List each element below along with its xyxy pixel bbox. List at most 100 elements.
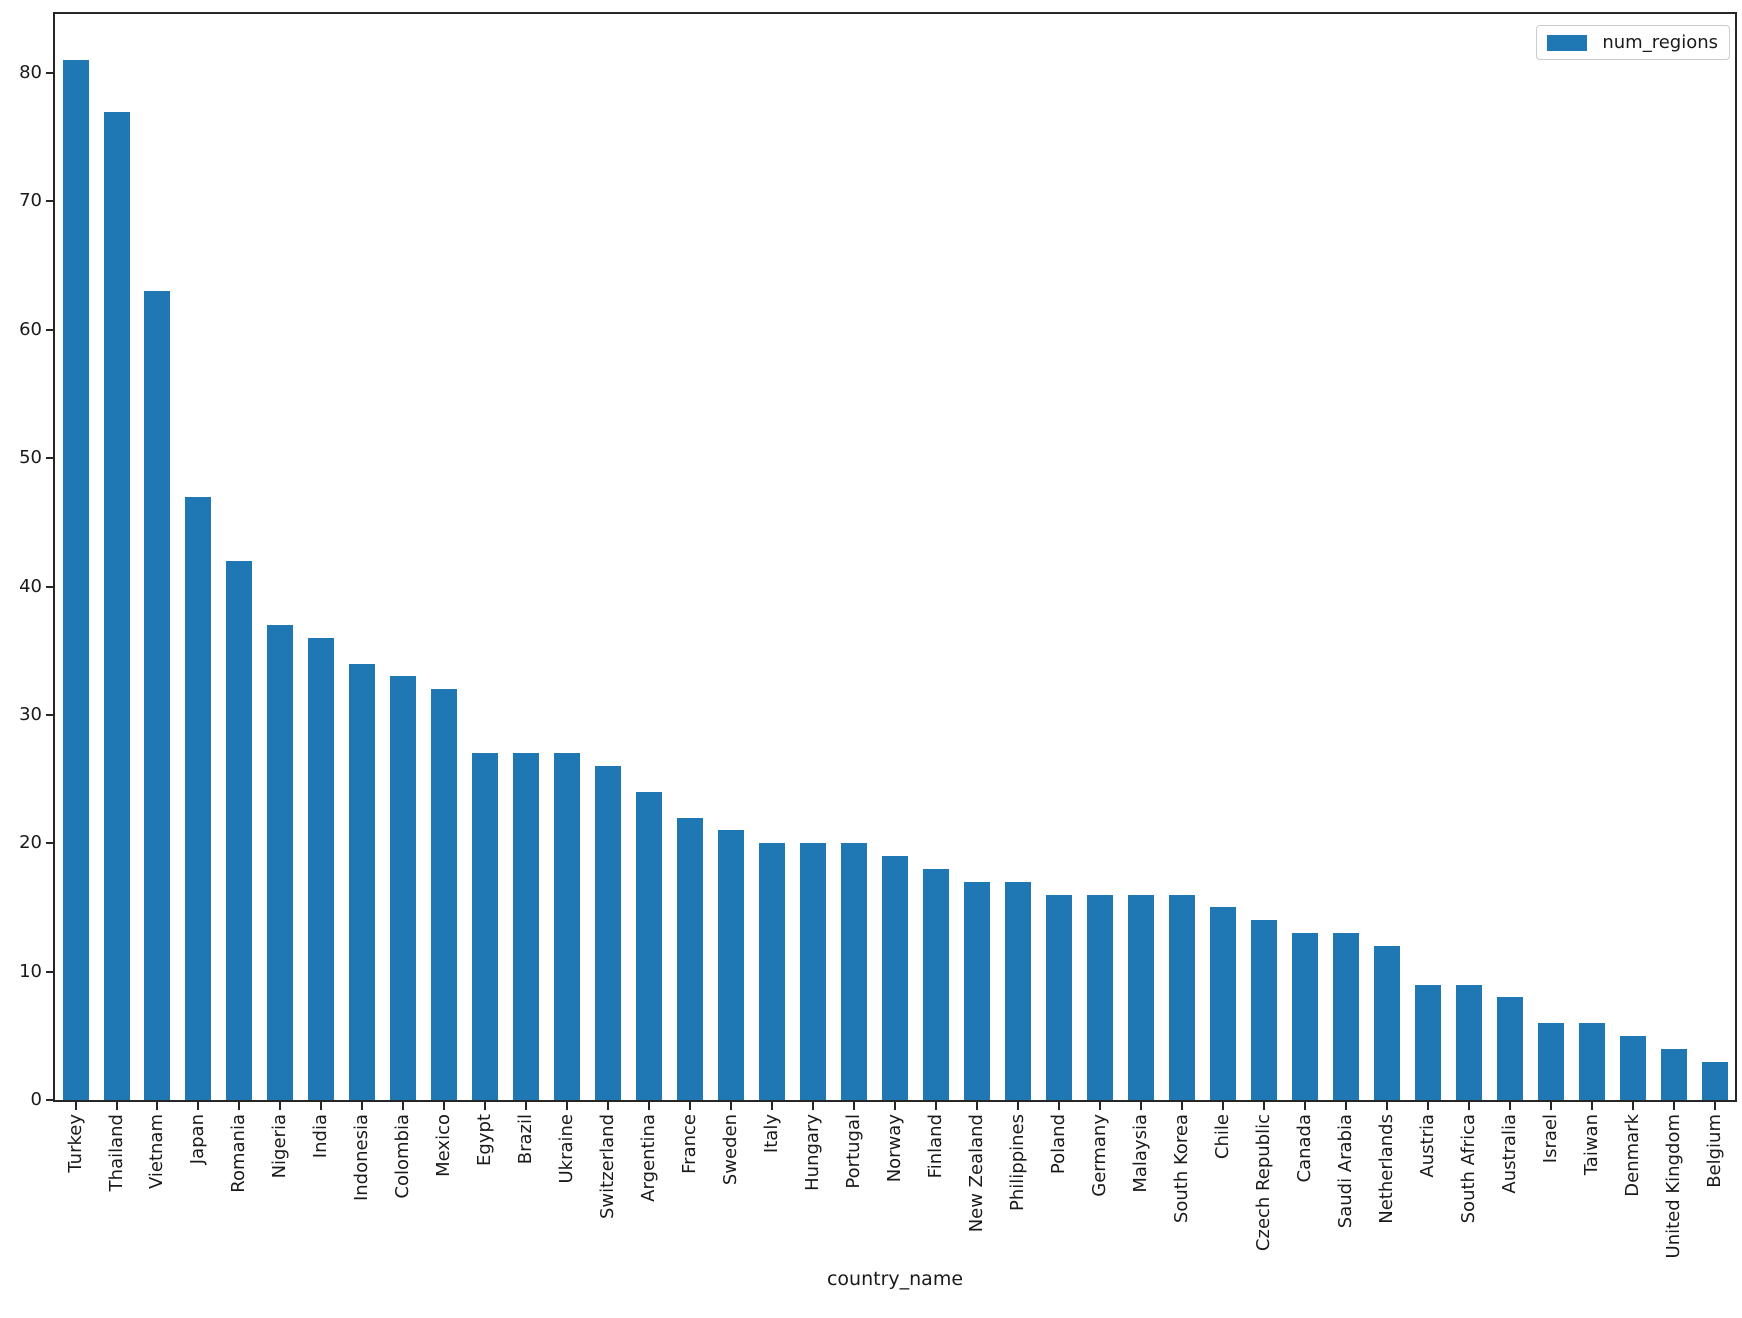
x-tick-label: Saudi Arabia [1334, 1114, 1356, 1229]
x-tick-mark [648, 1102, 651, 1110]
bar [226, 560, 253, 1100]
x-tick-mark [74, 1102, 77, 1110]
y-tick-mark [46, 72, 54, 74]
x-tick-mark [443, 1102, 446, 1110]
bar [1086, 894, 1113, 1100]
bar [390, 676, 417, 1100]
x-tick-mark [197, 1102, 200, 1110]
legend-swatch [1547, 34, 1588, 51]
x-tick-label: Japan [187, 1114, 209, 1165]
x-tick-mark [525, 1102, 528, 1110]
bar [472, 753, 499, 1100]
x-tick-label: Egypt [474, 1114, 496, 1166]
x-tick-label: Philippines [1006, 1114, 1028, 1211]
plot-area: num_regions [53, 12, 1737, 1102]
x-tick-label: South Korea [1170, 1114, 1192, 1224]
x-tick-mark [238, 1102, 241, 1110]
x-tick-label: Belgium [1703, 1114, 1725, 1188]
bar [1701, 1061, 1728, 1100]
x-tick-label: Poland [1047, 1114, 1069, 1175]
x-tick-mark [1016, 1102, 1019, 1110]
bar [1496, 997, 1523, 1100]
x-tick-label: Argentina [638, 1114, 660, 1202]
x-tick-mark [935, 1102, 937, 1110]
bar [923, 868, 949, 1100]
y-tick-mark [46, 457, 54, 460]
bar [1414, 984, 1441, 1100]
x-tick-mark [894, 1102, 896, 1110]
bar [800, 843, 826, 1100]
bar [1127, 894, 1154, 1100]
bar [1455, 984, 1482, 1100]
bar [1332, 933, 1359, 1100]
bar [1045, 894, 1072, 1100]
bar [267, 625, 294, 1100]
x-tick-label: South Africa [1457, 1114, 1479, 1224]
x-tick-label: Canada [1293, 1114, 1315, 1183]
x-tick-label: Colombia [392, 1114, 414, 1199]
bar [1209, 907, 1236, 1100]
bar [308, 637, 335, 1100]
y-tick-mark [46, 200, 54, 203]
x-tick-label: Malaysia [1129, 1114, 1151, 1193]
x-tick-label: Norway [884, 1114, 905, 1183]
x-tick-label: India [310, 1114, 332, 1159]
x-tick-label: Romania [228, 1114, 250, 1193]
x-tick-label: France [679, 1114, 701, 1174]
x-tick-mark [1426, 1102, 1429, 1110]
x-tick-mark [484, 1102, 487, 1110]
bar [1004, 881, 1031, 1100]
bar [513, 753, 540, 1100]
bar [1373, 946, 1400, 1100]
x-tick-label: Brazil [515, 1114, 537, 1165]
x-tick-mark [771, 1102, 774, 1110]
bar [431, 689, 458, 1100]
x-tick-mark [566, 1102, 569, 1110]
bar [554, 753, 581, 1100]
x-tick-label: Vietnam [146, 1114, 168, 1190]
x-tick-mark [853, 1102, 855, 1110]
x-tick-label: Czech Republic [1252, 1114, 1274, 1252]
bar [759, 843, 786, 1100]
x-tick-mark [812, 1102, 814, 1110]
y-tick-label: 30 [19, 703, 42, 725]
y-tick-label: 70 [19, 190, 42, 212]
x-tick-mark [1344, 1102, 1347, 1110]
x-tick-mark [1221, 1102, 1224, 1110]
x-tick-label: United Kingdom [1662, 1114, 1684, 1259]
bar [882, 856, 908, 1100]
x-tick-mark [1631, 1102, 1634, 1110]
x-tick-label: Thailand [105, 1114, 127, 1192]
x-tick-mark [607, 1102, 610, 1110]
x-tick-label: Sweden [720, 1114, 742, 1186]
x-tick-mark [115, 1102, 118, 1110]
y-tick-label: 20 [19, 832, 42, 854]
bar [841, 843, 867, 1100]
bar [964, 881, 990, 1100]
x-tick-mark [361, 1102, 364, 1110]
x-tick-mark [1467, 1102, 1470, 1110]
x-tick-mark [279, 1102, 282, 1110]
y-tick-mark [46, 842, 54, 845]
bar [677, 817, 704, 1100]
bar [595, 766, 622, 1100]
x-tick-mark [1180, 1102, 1183, 1110]
bar [1660, 1048, 1687, 1100]
bar [1578, 1023, 1605, 1100]
x-tick-mark [1303, 1102, 1306, 1110]
x-tick-label: Italy [761, 1114, 783, 1154]
y-tick-label: 80 [19, 62, 42, 83]
x-tick-label: Chile [1211, 1114, 1233, 1160]
x-tick-mark [730, 1102, 733, 1110]
x-tick-label: Netherlands [1375, 1114, 1397, 1224]
bar [1291, 933, 1318, 1100]
x-tick-label: Portugal [843, 1114, 864, 1189]
x-axis-title: country_name [826, 1268, 964, 1290]
legend-label: num_regions [1602, 32, 1718, 53]
x-tick-label: Nigeria [269, 1114, 291, 1179]
x-tick-mark [1672, 1102, 1675, 1110]
x-tick-mark [1139, 1102, 1142, 1110]
x-tick-mark [1508, 1102, 1511, 1110]
bar [62, 60, 89, 1100]
